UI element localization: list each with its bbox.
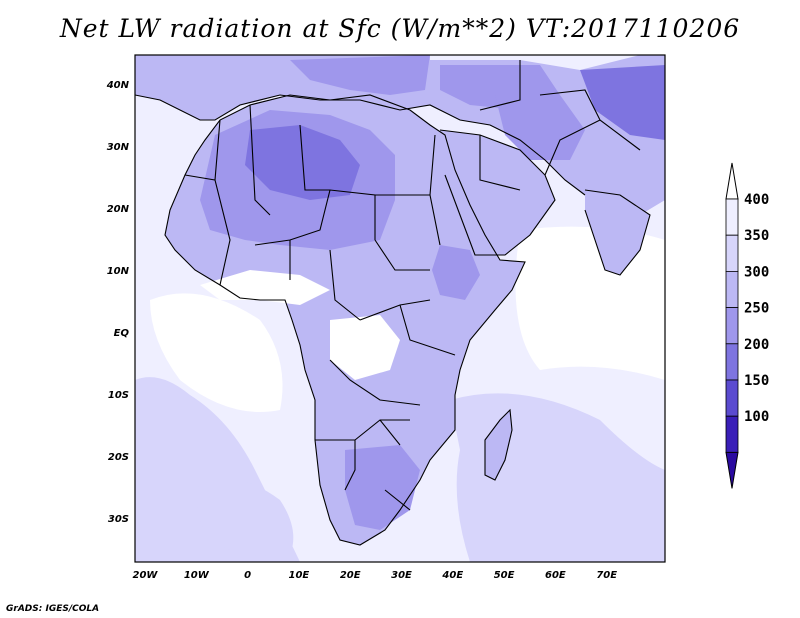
lon-label: 10W [184,570,210,581]
lon-label: 70E [596,570,617,581]
colorbar-segment [725,307,739,345]
coastline-africa [164,94,526,546]
lat-label: 10S [108,390,129,401]
colorbar-label: 100 [744,409,769,425]
colorbar-segment [725,343,739,381]
land-europe-dark [290,55,430,95]
lat-label: 40N [106,80,130,91]
ocean-field-medium [196,477,294,556]
colorbar-segment [725,198,739,236]
lon-label: 50E [494,570,515,581]
colorbar-label: 150 [744,373,769,389]
lat-label: 20N [107,204,130,215]
colorbar: 400 350 300 250 200 150 100 [725,162,769,489]
lat-label: 10N [107,266,130,277]
shaded-field [135,55,665,562]
coastline-europe [135,94,586,196]
land-madagascar [485,410,512,480]
lon-label: 30E [391,570,412,581]
map-border [134,54,666,563]
coastline-madagascar [484,408,513,481]
colorbar-label: 350 [744,228,769,244]
coastline-india [584,189,651,276]
land-tibet-dark [580,65,665,140]
colorbar-top-arrow [725,162,739,200]
land-iran-dark [495,95,585,160]
colorbar-label: 250 [744,301,769,317]
lon-label: 20E [340,570,361,581]
colorbar-segment [725,270,739,308]
colorbar-segment [725,415,739,453]
coastline-arabia [439,129,556,256]
land-india [585,190,650,275]
colorbar-label: 300 [744,264,769,280]
longitude-labels: 20W 10W 0 10E 20E 30E 40E 50E 60E 70E [133,570,618,581]
coastlines [135,60,651,546]
ocean-field-white [515,226,665,380]
lat-label: 30N [107,142,130,153]
land-ethiopia-dark [432,245,480,300]
lon-label: 20W [133,570,159,581]
colorbar-segment [725,379,739,417]
colorbar-label: 400 [744,192,769,208]
latitude-labels: 40N 30N 20N 10N EQ 10S 20S 30S [106,80,130,525]
credit-text: GrADS: IGES/COLA [6,604,100,614]
lon-label: 10E [289,570,310,581]
lat-label: 30S [108,514,129,525]
map-title: Net LW radiation at Sfc (W/m**2) VT:2017… [59,14,741,43]
colorbar-label: 200 [744,337,769,353]
land-sahel-white [200,270,330,305]
land-congo-white [330,315,400,380]
lon-label: 0 [244,570,251,581]
lat-label: 20S [108,452,129,463]
colorbar-bottom-arrow [725,451,739,489]
land-arabia [440,130,555,255]
border-lines [184,60,641,511]
colorbar-segment [725,234,739,272]
lon-label: 60E [545,570,566,581]
lat-label: EQ [114,328,130,339]
lon-label: 40E [441,570,463,581]
ocean-field-white [150,293,283,412]
